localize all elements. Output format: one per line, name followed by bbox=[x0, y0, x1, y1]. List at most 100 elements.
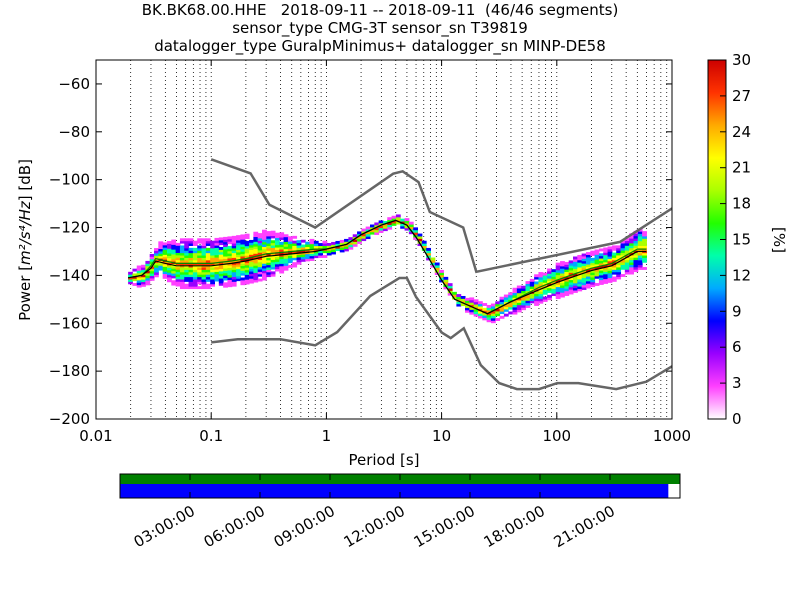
heatmap-cell bbox=[598, 253, 604, 257]
heatmap-cell bbox=[495, 318, 501, 321]
heatmap-cell bbox=[525, 288, 531, 292]
heatmap-cell bbox=[283, 255, 289, 259]
heatmap-cell bbox=[149, 261, 155, 265]
heatmap-cell bbox=[149, 258, 155, 262]
heatmap-cell bbox=[430, 257, 436, 261]
colorbar-tick-label: 27 bbox=[732, 87, 751, 105]
heatmap-cell bbox=[244, 269, 250, 273]
heatmap-cell bbox=[236, 263, 241, 267]
heatmap-cell bbox=[542, 277, 548, 281]
heatmap-cell bbox=[313, 240, 319, 244]
heatmap-cell bbox=[227, 279, 233, 283]
heatmap-cell bbox=[210, 278, 216, 282]
heatmap-cell bbox=[313, 252, 319, 256]
heatmap-cell bbox=[179, 274, 185, 278]
heatmap-cell bbox=[598, 248, 604, 252]
heatmap-cell bbox=[305, 253, 311, 257]
heatmap-cell bbox=[629, 245, 634, 249]
heatmap-cell bbox=[577, 257, 583, 261]
heatmap-cell bbox=[132, 275, 138, 279]
heatmap-cell bbox=[624, 254, 630, 258]
heatmap-cell bbox=[205, 240, 211, 244]
heatmap-cell bbox=[508, 299, 514, 303]
heatmap-cell bbox=[266, 231, 272, 235]
heatmap-cell bbox=[197, 281, 203, 285]
heatmap-cell bbox=[624, 269, 630, 273]
heatmap-cell bbox=[547, 290, 552, 293]
heatmap-cell bbox=[171, 273, 177, 276]
heatmap-cell bbox=[370, 229, 375, 233]
heatmap-cell bbox=[257, 242, 263, 246]
heatmap-cell bbox=[287, 238, 293, 242]
heatmap-cell bbox=[568, 284, 574, 288]
heatmap-cell bbox=[620, 259, 626, 263]
heatmap-cell bbox=[629, 259, 634, 263]
heatmap-cell bbox=[192, 283, 198, 287]
heatmap-cell bbox=[192, 255, 198, 258]
heatmap-cell bbox=[184, 250, 190, 254]
heatmap-cell bbox=[179, 259, 185, 263]
heatmap-cell bbox=[136, 270, 142, 274]
heatmap-cell bbox=[158, 243, 164, 247]
heatmap-cell bbox=[205, 283, 211, 287]
heatmap-cell bbox=[629, 269, 634, 273]
heatmap-cell bbox=[430, 259, 436, 263]
heatmap-cell bbox=[344, 248, 349, 252]
heatmap-cell bbox=[309, 258, 315, 261]
heatmap-cell bbox=[279, 265, 285, 269]
heatmap-cell bbox=[598, 282, 604, 285]
heatmap-cell bbox=[564, 264, 570, 268]
heatmap-cell bbox=[577, 254, 583, 258]
heatmap-cell bbox=[616, 276, 622, 280]
heatmap-cell bbox=[516, 302, 522, 306]
heatmap-cell bbox=[253, 270, 259, 273]
heatmap-cell bbox=[300, 244, 306, 248]
heatmap-cell bbox=[560, 294, 565, 298]
heatmap-cell bbox=[387, 217, 393, 221]
heatmap-cell bbox=[603, 271, 609, 275]
heatmap-cell bbox=[326, 245, 332, 249]
heatmap-cell bbox=[568, 272, 574, 276]
heatmap-cell bbox=[240, 239, 246, 243]
heatmap-cell bbox=[577, 286, 583, 289]
heatmap-cell bbox=[296, 259, 302, 263]
heatmap-cell bbox=[141, 269, 146, 273]
heatmap-cell bbox=[132, 283, 138, 286]
heatmap-cell bbox=[598, 277, 604, 281]
heatmap-cell bbox=[439, 269, 444, 273]
heatmap-cell bbox=[223, 241, 228, 245]
heatmap-cell bbox=[361, 235, 367, 239]
heatmap-cell bbox=[603, 261, 609, 265]
heatmap-cell bbox=[274, 256, 280, 260]
heatmap-cell bbox=[188, 278, 194, 282]
heatmap-cell bbox=[205, 243, 211, 246]
heatmap-cell bbox=[508, 311, 514, 315]
heatmap-cell bbox=[223, 270, 228, 274]
heatmap-cell bbox=[257, 254, 263, 258]
heatmap-cell bbox=[227, 281, 233, 285]
heatmap-cell bbox=[469, 299, 475, 303]
heatmap-cell bbox=[257, 278, 263, 282]
heatmap-cell bbox=[378, 220, 384, 224]
heatmap-cell bbox=[192, 276, 198, 280]
heatmap-cell bbox=[482, 303, 488, 306]
heatmap-cell bbox=[214, 242, 220, 246]
heatmap-cell bbox=[581, 258, 587, 262]
heatmap-cell bbox=[296, 254, 302, 258]
heatmap-cell bbox=[175, 250, 181, 253]
heatmap-cell bbox=[503, 296, 509, 300]
heatmap-cell bbox=[508, 292, 514, 296]
data-coverage-timeline: 03:00:00 06:00:00 09:00:00 12:00:00 15:00:00… bbox=[119, 473, 681, 551]
heatmap-cell bbox=[175, 245, 181, 249]
heatmap-cell bbox=[560, 265, 565, 269]
heatmap-cell bbox=[521, 302, 526, 306]
heatmap-cell bbox=[577, 283, 583, 287]
heatmap-cell bbox=[624, 240, 630, 244]
heatmap-cell bbox=[318, 250, 323, 254]
heatmap-cell bbox=[486, 316, 492, 320]
heatmap-cell bbox=[573, 256, 578, 260]
heatmap-cell bbox=[564, 293, 570, 296]
heatmap-cell bbox=[175, 278, 181, 282]
heatmap-cell bbox=[227, 274, 233, 278]
